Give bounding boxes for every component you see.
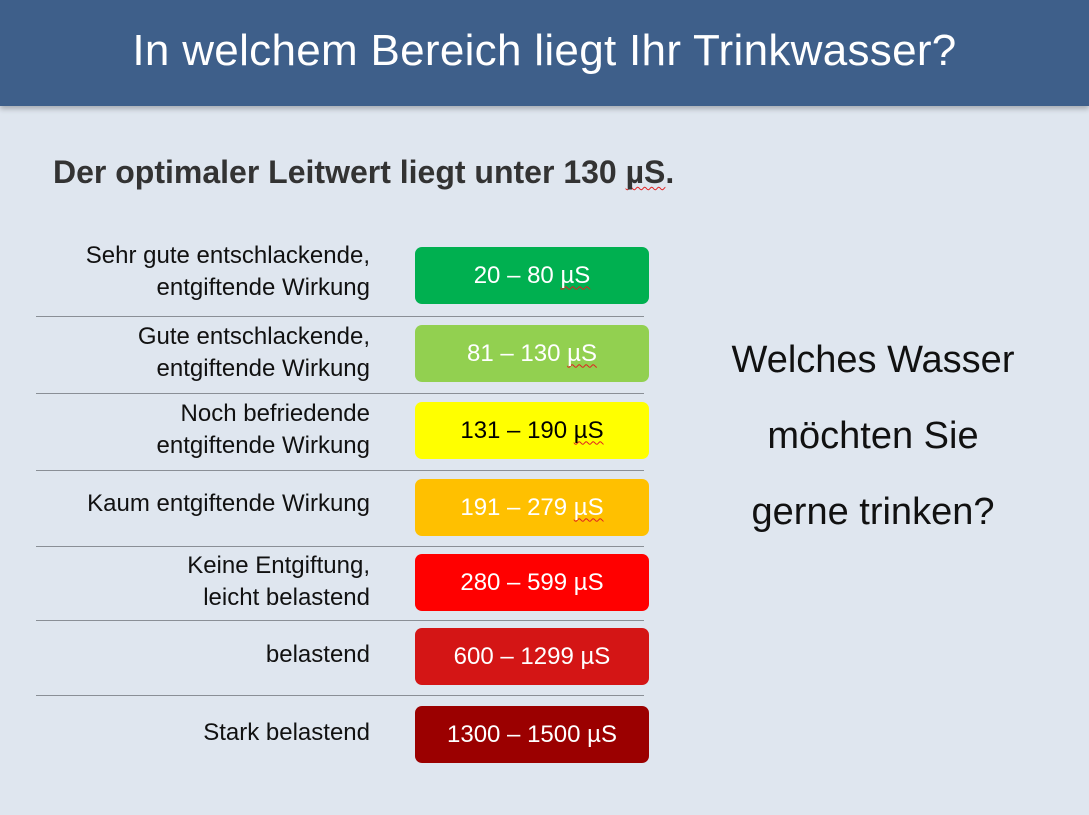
row-label-line2: leicht belastend (203, 584, 370, 611)
row-label-line1: Noch befriedende (180, 400, 370, 427)
row-label-line2: entgiftende Wirkung (156, 274, 370, 301)
range-badge: 1300 – 1500 µS (415, 706, 649, 763)
title-banner: In welchem Bereich liegt Ihr Trinkwasser… (0, 0, 1089, 106)
subtitle-unit: µS (625, 154, 666, 190)
range-unit: µS (573, 568, 604, 596)
range-value: 191 – 279 (460, 493, 568, 521)
range-unit: µS (567, 339, 597, 367)
range-value: 20 – 80 (473, 261, 554, 289)
row-label-line1: belastend (265, 641, 370, 668)
row-label-line1: Gute entschlackende, (137, 323, 370, 350)
range-badge: 20 – 80 µS (415, 247, 649, 304)
range-badge: 280 – 599 µS (415, 554, 649, 611)
range-value: 131 – 190 (460, 416, 568, 444)
row-label: Kaum entgiftende Wirkung (87, 488, 370, 520)
row-divider (36, 620, 644, 621)
range-unit: µS (580, 642, 611, 670)
range-unit: µS (587, 720, 617, 748)
subtitle: Der optimaler Leitwert liegt unter 130 µ… (53, 154, 674, 191)
side-question-line2: möchten Sie (767, 415, 979, 457)
range-badge: 131 – 190 µS (415, 402, 649, 459)
range-value: 81 – 130 (467, 339, 561, 367)
range-value: 280 – 599 (460, 568, 568, 596)
side-question-line1: Welches Wasser (731, 339, 1015, 381)
side-question-line3: gerne trinken? (751, 491, 995, 533)
row-label: Sehr gute entschlackende, entgiftende Wi… (86, 240, 370, 304)
row-label: Noch befriedende entgiftende Wirkung (157, 398, 370, 462)
row-label-line1: Keine Entgiftung, (187, 552, 370, 579)
side-question: Welches Wasser möchten Sie gerne trinken… (700, 322, 1046, 550)
row-divider (36, 470, 644, 471)
page-title: In welchem Bereich liegt Ihr Trinkwasser… (132, 26, 957, 75)
row-label-line2: entgiftende Wirkung (156, 432, 370, 459)
row-divider (36, 546, 644, 547)
row-label: belastend (266, 639, 370, 671)
row-label-line1: Sehr gute entschlackende, (85, 242, 370, 269)
row-label-line1: Kaum entgiftende Wirkung (87, 490, 370, 517)
row-divider (36, 316, 644, 317)
row-label-line1: Stark belastend (203, 719, 370, 746)
range-unit: µS (573, 493, 604, 521)
row-label-line2: entgiftende Wirkung (156, 355, 370, 382)
row-divider (36, 695, 644, 696)
range-value: 600 – 1299 (453, 642, 574, 670)
range-unit: µS (573, 416, 604, 444)
row-label: Keine Entgiftung, leicht belastend (187, 550, 370, 614)
row-label: Stark belastend (203, 717, 370, 749)
range-badge: 600 – 1299 µS (415, 628, 649, 685)
range-value: 1300 – 1500 (447, 720, 581, 748)
subtitle-period: . (665, 154, 675, 190)
subtitle-text: Der optimaler Leitwert liegt unter 130 (53, 154, 626, 190)
row-divider (36, 393, 644, 394)
row-label: Gute entschlackende, entgiftende Wirkung (138, 321, 370, 385)
range-unit: µS (560, 261, 591, 289)
range-badge: 81 – 130 µS (415, 325, 649, 382)
range-badge: 191 – 279 µS (415, 479, 649, 536)
